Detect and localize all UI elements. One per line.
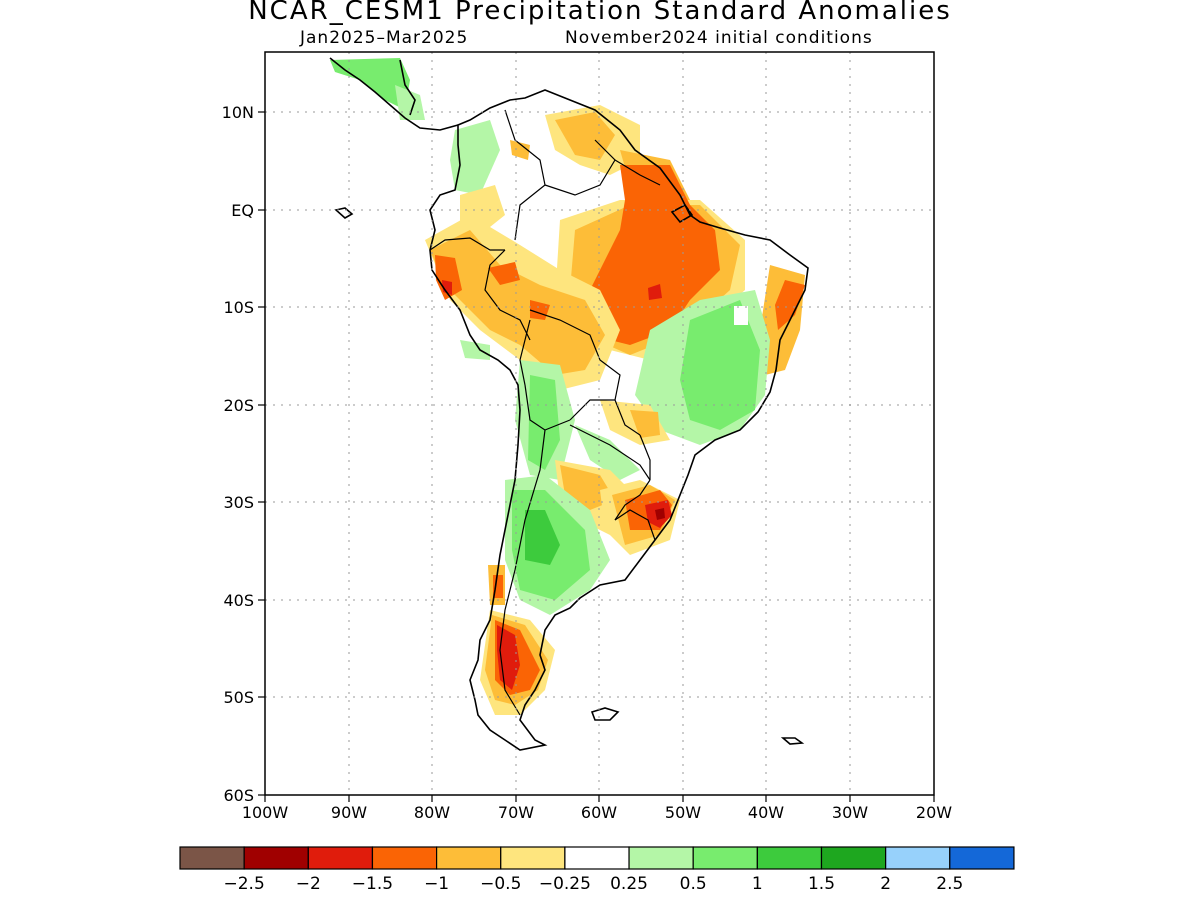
longitude-labels: 100W 90W 80W 70W 60W 50W 40W 30W 20W	[242, 803, 952, 822]
latitude-labels: 10N EQ 10S 20S 30S 40S 50S 60S	[222, 103, 254, 805]
border-peru-bolivia	[519, 319, 531, 386]
colorbar-label: −2	[296, 874, 321, 894]
coastlines	[329, 57, 809, 751]
colorbar-label: −0.5	[480, 874, 521, 894]
border-guianas	[614, 159, 661, 186]
border-bolivia-paraguay	[569, 399, 641, 436]
colorbar-swatch	[885, 846, 951, 870]
colorbar-swatch	[179, 846, 245, 870]
anomaly-central-america-wet-light	[395, 85, 425, 120]
coastline-central-america	[329, 57, 459, 131]
colorbar: −2.5 −2 −1.5 −1 −0.5 −0.25 0.25 0.5 1 1.5 2 2.5	[179, 846, 1015, 894]
colorbar-swatch	[692, 846, 758, 870]
colorbar-swatch	[243, 846, 309, 870]
anomaly-bolivia-wet-light-2	[460, 340, 490, 360]
anomaly-brazil-white-hole	[734, 306, 748, 325]
period-subtitle: Jan2025–Mar2025	[300, 28, 469, 48]
colorbar-label: −0.25	[539, 874, 591, 894]
anomaly-ecuador-dry-core	[442, 280, 452, 295]
anomaly-peru-dry-mod	[430, 230, 605, 375]
colorbar-label: −1.5	[352, 874, 393, 894]
lat-label-30s: 30S	[223, 493, 254, 512]
lat-label-eq: EQ	[231, 201, 254, 220]
colorbar-label: 0.5	[680, 874, 707, 894]
border-ecuador-peru	[429, 237, 505, 251]
anomaly-peru-dry-strong	[488, 262, 520, 285]
anomaly-central-brazil-wet	[680, 300, 760, 430]
lon-label-70w: 70W	[498, 803, 534, 822]
lat-label-10s: 10S	[223, 298, 254, 317]
anomaly-shading	[330, 58, 805, 715]
lat-label-50s: 50S	[223, 688, 254, 707]
anomaly-colombia-wet-light	[450, 120, 500, 195]
colorbar-swatch	[820, 846, 887, 870]
border-uruguay	[614, 509, 656, 541]
axis-ticks	[258, 111, 935, 802]
colorbar-label: 2.5	[936, 874, 963, 894]
anomaly-andes-wet	[528, 375, 560, 470]
colorbar-swatch	[564, 846, 630, 870]
border-bolivia-brazil	[529, 309, 621, 401]
lon-label-50w: 50W	[665, 803, 701, 822]
border-colombia-venezuela	[504, 109, 546, 241]
lon-label-80w: 80W	[414, 803, 450, 822]
initial-conditions-subtitle: November2024 initial conditions	[565, 28, 873, 48]
anomaly-amazon-dry-strong	[580, 165, 720, 345]
coastline-marajo	[670, 203, 694, 224]
anomaly-bolivia-wet-light	[575, 425, 640, 480]
colorbar-label: −1	[424, 874, 449, 894]
map-title: NCAR_CESM1 Precipitation Standard Anomal…	[248, 0, 952, 26]
country-borders	[429, 109, 661, 716]
border-venezuela-brazil	[544, 139, 616, 196]
colorbar-swatch	[500, 846, 566, 870]
anomaly-amazon-dry-core	[648, 284, 662, 300]
colorbar-swatch	[436, 846, 502, 870]
lon-label-60w: 60W	[581, 803, 617, 822]
coastline-galapagos	[334, 207, 354, 219]
lon-label-100w: 100W	[242, 803, 289, 822]
border-paraguay-argentina	[569, 424, 651, 481]
coastline-south-georgia	[780, 737, 805, 745]
lat-label-40s: 40S	[223, 591, 254, 610]
colorbar-label: 1.5	[808, 874, 835, 894]
coastline-south-america	[429, 89, 809, 751]
border-peru-brazil	[484, 249, 531, 341]
anomaly-colombia-dry-patch	[510, 140, 530, 160]
colorbar-swatch	[371, 846, 438, 870]
anomaly-s-brazil-dry-extreme	[655, 508, 665, 520]
lat-label-20s: 20S	[223, 396, 254, 415]
colorbar-label: −2.5	[224, 874, 265, 894]
anomaly-c-argentina-wet-strong	[525, 510, 560, 565]
coastline-gulf	[399, 59, 416, 116]
lat-label-60s: 60S	[223, 786, 254, 805]
lon-label-40w: 40W	[748, 803, 784, 822]
colorbar-label: 0.25	[610, 874, 648, 894]
colorbar-swatch	[307, 846, 374, 870]
colorbar-label: 1	[752, 874, 763, 894]
anomaly-paraguay-dry-mod	[630, 410, 660, 438]
anomaly-chile-dry-strong	[493, 575, 503, 598]
anomaly-ecuador-dry-strong	[435, 255, 462, 300]
border-argentina-brazil	[614, 479, 651, 521]
lon-label-90w: 90W	[331, 803, 367, 822]
lon-label-30w: 30W	[832, 803, 868, 822]
coastline-falklands	[590, 707, 620, 721]
colorbar-label: 2	[880, 874, 891, 894]
anomaly-ne-brazil-dry-strong	[775, 280, 805, 330]
anomaly-venezuela-dry-mod	[555, 112, 615, 160]
lon-label-20w: 20W	[916, 803, 952, 822]
colorbar-swatch	[949, 846, 1015, 870]
lat-label-10n: 10N	[222, 103, 254, 122]
border-chile-argentina	[499, 384, 546, 716]
anomaly-central-america-wet	[330, 58, 410, 110]
border-brazil-paraguay	[639, 434, 651, 480]
colorbar-swatch	[756, 846, 823, 870]
border-argentina-bolivia	[544, 419, 571, 431]
colorbar-swatch	[628, 846, 694, 870]
